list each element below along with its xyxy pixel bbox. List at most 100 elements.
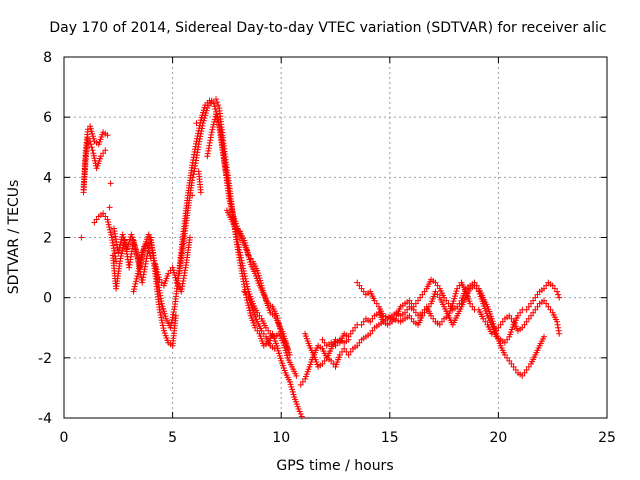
data-point: [334, 339, 341, 346]
data-point: [293, 372, 300, 379]
data-point: [527, 300, 534, 307]
data-point: [556, 294, 563, 301]
data-point: [541, 285, 548, 292]
data-point: [158, 279, 165, 286]
data-point: [145, 248, 152, 255]
data-point: [419, 291, 426, 298]
data-point: [274, 345, 281, 352]
data-point: [454, 285, 461, 292]
data-point: [521, 321, 528, 328]
data-point: [534, 303, 541, 310]
data-point: [148, 241, 155, 248]
data-point: [203, 107, 210, 114]
data-point: [160, 305, 167, 312]
data-point: [259, 285, 266, 292]
data-point: [204, 105, 211, 112]
data-point: [290, 391, 297, 398]
data-point: [298, 413, 305, 420]
data-point: [193, 138, 200, 145]
data-point: [523, 366, 530, 373]
data-point: [330, 360, 337, 367]
data-point: [90, 150, 97, 157]
data-point: [159, 322, 166, 329]
data-point: [243, 278, 250, 285]
data-point: [132, 246, 139, 253]
data-point: [132, 280, 139, 287]
data-point: [352, 324, 359, 331]
data-point: [106, 224, 113, 231]
data-point: [514, 312, 521, 319]
data-point: [198, 114, 205, 121]
data-point: [155, 271, 162, 278]
data-point: [495, 324, 502, 331]
x-tick-label: 15: [381, 430, 399, 446]
data-point: [525, 303, 532, 310]
data-point: [434, 282, 441, 289]
data-point: [131, 241, 138, 248]
data-point: [241, 273, 248, 280]
data-point: [373, 300, 380, 307]
data-point: [321, 357, 328, 364]
data-point: [160, 325, 167, 332]
data-point: [215, 121, 222, 128]
data-point: [138, 254, 145, 261]
data-point: [212, 106, 219, 113]
data-point: [246, 307, 253, 314]
y-tick-label: -2: [38, 351, 52, 367]
data-point: [236, 249, 243, 256]
data-point: [90, 152, 97, 159]
data-point: [512, 366, 519, 373]
data-point: [504, 336, 511, 343]
data-point: [283, 343, 290, 350]
data-point: [156, 276, 163, 283]
data-point: [89, 130, 96, 137]
data-point: [244, 283, 251, 290]
data-point: [543, 282, 550, 289]
data-point: [243, 245, 250, 252]
data-point: [131, 244, 138, 251]
data-point: [186, 234, 193, 241]
data-point: [551, 285, 558, 292]
data-point: [332, 342, 339, 349]
data-point: [240, 265, 247, 272]
x-tick-label: 0: [60, 430, 69, 446]
data-point: [367, 318, 374, 325]
data-point: [158, 314, 165, 321]
data-point: [147, 253, 154, 260]
data-point: [154, 269, 161, 276]
data-point: [549, 282, 556, 289]
data-point: [254, 267, 261, 274]
data-point: [197, 189, 204, 196]
data-point: [129, 236, 136, 243]
data-point: [265, 327, 272, 334]
data-point: [202, 110, 209, 117]
data-point: [161, 310, 168, 317]
data-point: [289, 388, 296, 395]
data-point: [497, 321, 504, 328]
data-point: [193, 120, 200, 127]
data-point: [159, 303, 166, 310]
data-point: [447, 303, 454, 310]
data-point: [556, 330, 563, 337]
data-point: [134, 270, 141, 277]
data-point: [530, 309, 537, 316]
data-point: [423, 306, 430, 313]
data-point: [169, 314, 176, 321]
data-point: [287, 381, 294, 388]
data-point: [358, 321, 365, 328]
data-point: [200, 107, 207, 114]
data-point: [404, 306, 411, 313]
data-point: [506, 357, 513, 364]
data-point: [194, 135, 201, 142]
data-point: [260, 290, 267, 297]
data-point: [243, 280, 250, 287]
data-point: [167, 324, 174, 331]
data-point: [415, 297, 422, 304]
x-tick-label: 5: [168, 430, 177, 446]
data-point: [167, 322, 174, 329]
data-point: [89, 147, 96, 154]
data-point: [473, 285, 480, 292]
data-point: [421, 309, 428, 316]
data-point: [471, 282, 478, 289]
